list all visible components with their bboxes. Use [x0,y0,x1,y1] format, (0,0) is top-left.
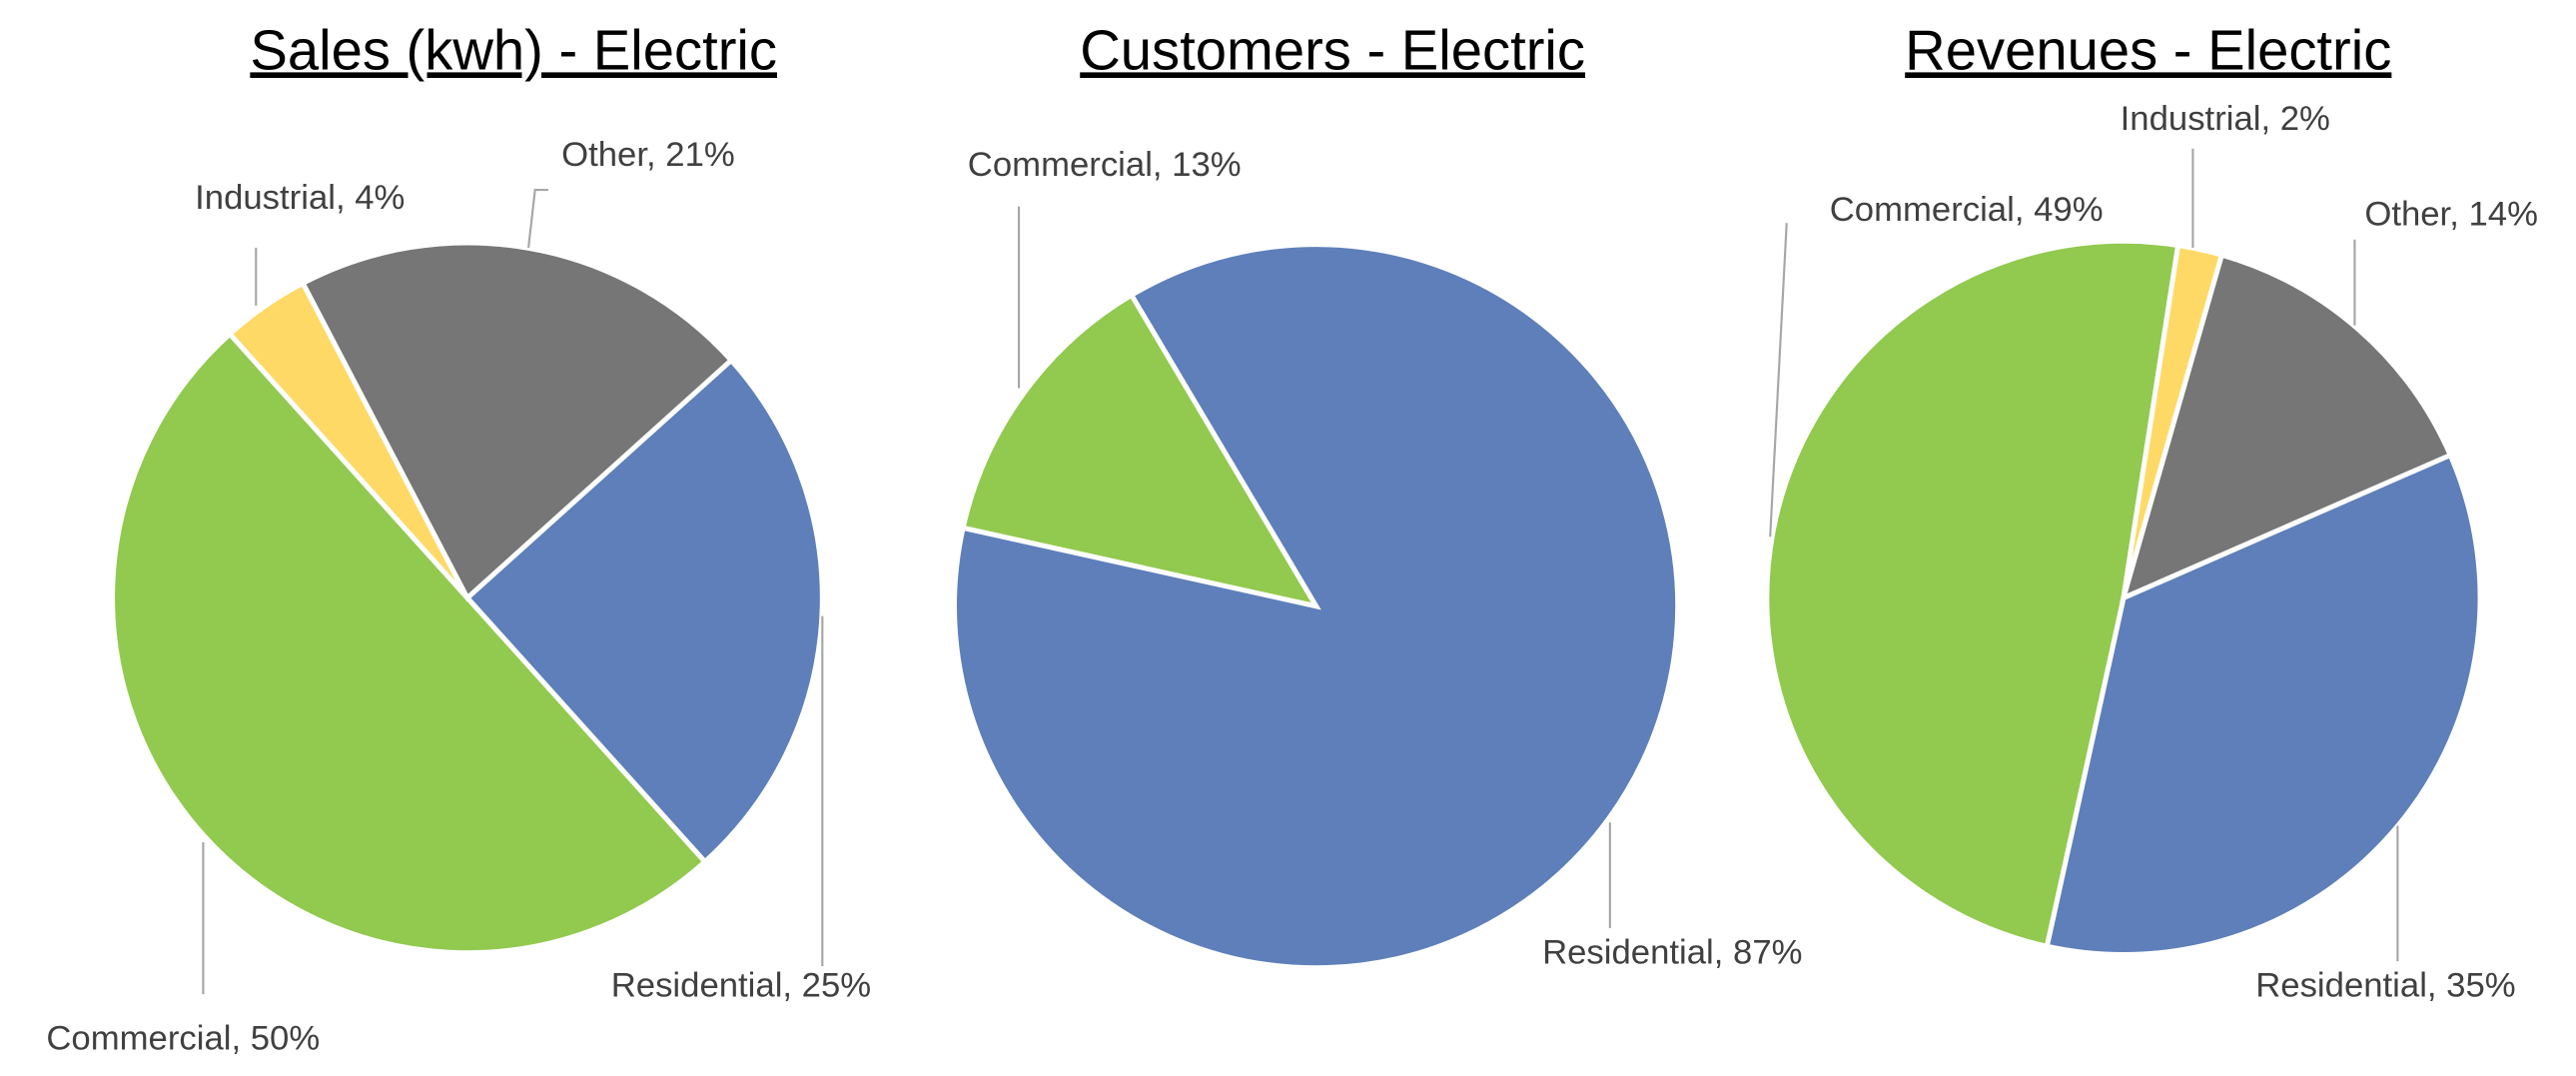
pie-slice [1764,238,2181,950]
data-label: Residential, 25% [611,967,871,1005]
data-label: Commercial, 50% [46,1020,320,1058]
chart-title: Customers - Electric [1080,18,1585,81]
pie-slice [110,330,709,956]
data-label: Commercial, 49% [1830,191,2104,229]
data-label: Industrial, 2% [2121,100,2330,138]
chart-title: Revenues - Electric [1905,18,2391,81]
data-label: Residential, 35% [2255,967,2515,1005]
data-label: Industrial, 4% [195,179,405,217]
pie-slice [2120,252,2454,602]
data-label: Other, 21% [561,136,735,174]
data-label: Residential, 87% [1542,934,1802,972]
leader-line [527,189,548,249]
pie-slice [960,291,1321,610]
pie-slice [299,240,735,602]
data-label: Other, 14% [2364,196,2538,234]
data-label: Commercial, 13% [968,146,1242,184]
leader-line [1769,223,1788,538]
chart-title: Sales (kwh) - Electric [250,18,777,81]
pie-slice [2044,452,2483,957]
